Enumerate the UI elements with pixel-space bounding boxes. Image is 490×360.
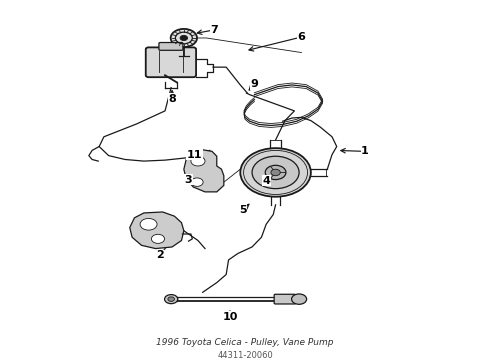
Circle shape xyxy=(140,219,157,230)
Text: 6: 6 xyxy=(297,32,305,42)
Text: 2: 2 xyxy=(156,250,164,260)
Circle shape xyxy=(191,178,203,186)
Text: 1: 1 xyxy=(361,147,369,156)
Circle shape xyxy=(151,234,165,243)
Text: 44311-20060: 44311-20060 xyxy=(217,351,273,360)
Text: 7: 7 xyxy=(211,25,219,35)
Text: 11: 11 xyxy=(187,150,202,159)
Circle shape xyxy=(271,169,280,176)
Circle shape xyxy=(292,294,307,304)
Text: 1996 Toyota Celica - Pulley, Vane Pump: 1996 Toyota Celica - Pulley, Vane Pump xyxy=(156,338,334,347)
Text: 4: 4 xyxy=(262,176,270,185)
Text: 10: 10 xyxy=(222,312,238,321)
Circle shape xyxy=(168,297,174,301)
FancyBboxPatch shape xyxy=(274,294,296,304)
Polygon shape xyxy=(184,150,224,192)
Text: 5: 5 xyxy=(239,205,246,215)
Polygon shape xyxy=(130,212,184,248)
Circle shape xyxy=(171,29,197,47)
FancyBboxPatch shape xyxy=(159,42,183,50)
Circle shape xyxy=(191,156,205,166)
Circle shape xyxy=(180,35,188,41)
Circle shape xyxy=(252,156,299,189)
Text: 8: 8 xyxy=(168,94,176,104)
Circle shape xyxy=(165,294,178,304)
FancyBboxPatch shape xyxy=(146,48,196,77)
Text: 3: 3 xyxy=(185,175,193,185)
Text: 9: 9 xyxy=(250,79,258,89)
Circle shape xyxy=(240,148,311,197)
Circle shape xyxy=(265,165,286,180)
